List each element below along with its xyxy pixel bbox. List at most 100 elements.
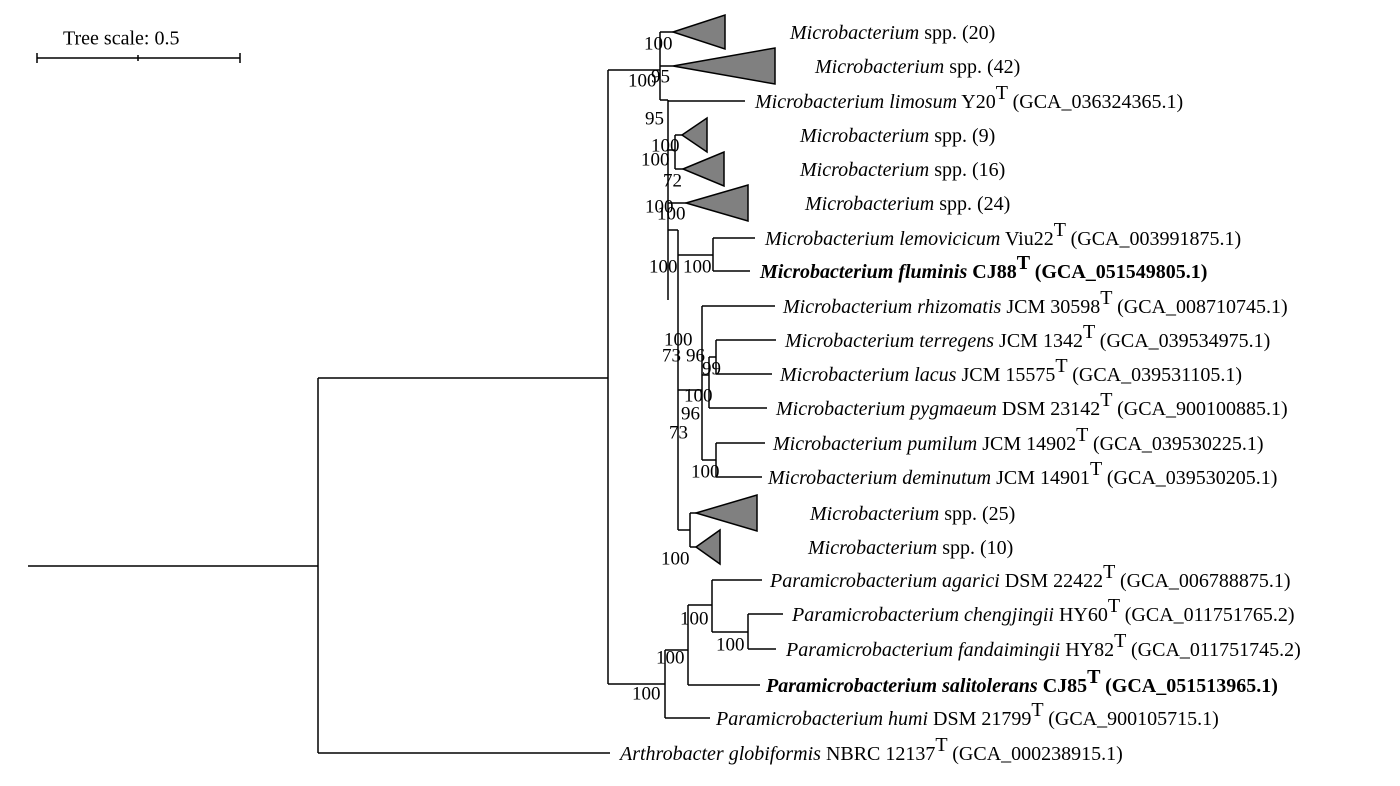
type-strain-mark: T xyxy=(1055,355,1067,377)
accession: (GCA_039531105.1) xyxy=(1072,364,1242,386)
species-name: Microbacterium rhizomatis xyxy=(782,296,1002,318)
species-name: Microbacterium terregens xyxy=(784,330,994,352)
bootstrap-value: 100 xyxy=(649,256,678,277)
species-name: Paramicrobacterium agarici xyxy=(769,570,1000,592)
species-name: Paramicrobacterium humi xyxy=(715,708,928,730)
bootstrap-value: 96 xyxy=(686,345,705,366)
accession: (GCA_036324365.1) xyxy=(1013,91,1184,113)
type-strain-mark: T xyxy=(1017,252,1031,274)
accession: (GCA_900105715.1) xyxy=(1048,708,1219,730)
leaf-label: Paramicrobacterium chengjingii HY60T (GC… xyxy=(791,595,1295,626)
species-name: Microbacterium xyxy=(804,193,934,215)
strain: Viu22 xyxy=(1005,228,1054,250)
strain: NBRC 12137 xyxy=(826,743,935,765)
strain: JCM 1342 xyxy=(999,330,1083,352)
strain: JCM 30598 xyxy=(1006,296,1100,318)
leaf-label: Microbacterium spp. (24) xyxy=(804,193,1010,215)
strain: DSM 21799 xyxy=(933,708,1031,730)
species-name: Microbacterium lacus xyxy=(779,364,957,386)
species-name: Microbacterium xyxy=(799,159,929,181)
accession: (GCA_900100885.1) xyxy=(1117,398,1288,420)
type-strain-mark: T xyxy=(935,734,947,756)
strain: HY82 xyxy=(1065,639,1114,661)
leaf-label: Paramicrobacterium fandaimingii HY82T (G… xyxy=(785,630,1301,661)
species-name: Microbacterium xyxy=(789,22,919,44)
type-strain-mark: T xyxy=(1108,595,1120,617)
collapsed-clade xyxy=(680,116,708,154)
bootstrap-value: 100 xyxy=(691,461,720,482)
type-strain-mark: T xyxy=(996,82,1008,104)
species-name: Microbacterium pygmaeum xyxy=(775,398,997,420)
bootstrap-value: 100 xyxy=(661,548,690,569)
bootstrap-value: 72 xyxy=(663,170,682,191)
bootstrap-value: 100 xyxy=(628,70,657,91)
collapsed-clade xyxy=(694,528,721,566)
leaf-label: Microbacterium lemovicicum Viu22T (GCA_0… xyxy=(764,219,1241,250)
species-name: Microbacterium xyxy=(809,503,939,525)
strain: spp. (10) xyxy=(942,537,1013,559)
accession: (GCA_051549805.1) xyxy=(1035,261,1208,283)
bootstrap-value: 100 xyxy=(716,634,745,655)
accession: (GCA_011751745.2) xyxy=(1131,639,1301,661)
accession: (GCA_039530205.1) xyxy=(1107,467,1278,489)
strain: spp. (20) xyxy=(924,22,995,44)
type-strain-mark: T xyxy=(1103,561,1115,583)
leaf-label: Microbacterium spp. (25) xyxy=(809,503,1015,525)
type-strain-mark: T xyxy=(1083,321,1095,343)
leaf-label: Microbacterium deminutum JCM 14901T (GCA… xyxy=(767,458,1277,489)
strain: JCM 15575 xyxy=(961,364,1055,386)
accession: (GCA_006788875.1) xyxy=(1120,570,1291,592)
leaf-label: Microbacterium spp. (9) xyxy=(799,125,995,147)
leaf-label: Microbacterium spp. (20) xyxy=(789,22,995,44)
type-strain-mark: T xyxy=(1100,389,1112,411)
species-name: Microbacterium xyxy=(807,537,937,559)
species-name: Microbacterium lemovicicum xyxy=(764,228,1000,250)
species-name: Paramicrobacterium fandaimingii xyxy=(785,639,1060,661)
bootstrap-value: 100 xyxy=(657,203,686,224)
strain: JCM 14901 xyxy=(996,467,1090,489)
species-name: Paramicrobacterium chengjingii xyxy=(791,604,1054,626)
collapsed-clade xyxy=(693,493,758,533)
strain: CJ88 xyxy=(972,261,1016,283)
leaf-label: Paramicrobacterium salitolerans CJ85T (G… xyxy=(765,666,1278,697)
bootstrap-value: 100 xyxy=(684,385,713,406)
leaf-label: Microbacterium rhizomatis JCM 30598T (GC… xyxy=(782,287,1288,318)
type-strain-mark: T xyxy=(1114,630,1126,652)
leaf-label: Microbacterium limosum Y20T (GCA_0363243… xyxy=(754,82,1183,113)
strain: spp. (16) xyxy=(934,159,1005,181)
leaf-label: Microbacterium lacus JCM 15575T (GCA_039… xyxy=(779,355,1242,386)
type-strain-mark: T xyxy=(1076,424,1088,446)
bootstrap-value: 100 xyxy=(656,647,685,668)
accession: (GCA_039530225.1) xyxy=(1093,433,1264,455)
strain: spp. (25) xyxy=(944,503,1015,525)
accession: (GCA_008710745.1) xyxy=(1117,296,1288,318)
bootstrap-value: 100 xyxy=(664,329,693,350)
strain: spp. (24) xyxy=(939,193,1010,215)
accession: (GCA_051513965.1) xyxy=(1105,675,1278,697)
leaf-label: Microbacterium pumilum JCM 14902T (GCA_0… xyxy=(772,424,1264,455)
accession: (GCA_003991875.1) xyxy=(1071,228,1242,250)
species-name: Microbacterium xyxy=(799,125,929,147)
type-strain-mark: T xyxy=(1090,458,1102,480)
strain: HY60 xyxy=(1059,604,1108,626)
species-name: Microbacterium deminutum xyxy=(767,467,991,489)
collapsed-clade xyxy=(681,150,725,188)
leaf-label: Paramicrobacterium agarici DSM 22422T (G… xyxy=(769,561,1291,592)
type-strain-mark: T xyxy=(1100,287,1112,309)
leaf-label: Microbacterium spp. (10) xyxy=(807,537,1013,559)
leaf-label: Paramicrobacterium humi DSM 21799T (GCA_… xyxy=(715,699,1219,730)
type-strain-mark: T xyxy=(1087,666,1101,688)
species-name: Arthrobacter globiformis xyxy=(618,743,821,765)
bootstrap-value: 100 xyxy=(632,683,661,704)
accession: (GCA_000238915.1) xyxy=(952,743,1123,765)
bootstrap-value: 73 xyxy=(669,422,688,443)
species-name: Microbacterium limosum xyxy=(754,91,957,113)
bootstrap-value: 95 xyxy=(645,108,664,129)
collapsed-clade xyxy=(672,47,776,85)
bootstrap-value: 100 xyxy=(645,196,674,217)
strain: CJ85 xyxy=(1043,675,1087,697)
bootstrap-value: 100 xyxy=(680,608,709,629)
bootstrap-value: 99 xyxy=(702,358,721,379)
